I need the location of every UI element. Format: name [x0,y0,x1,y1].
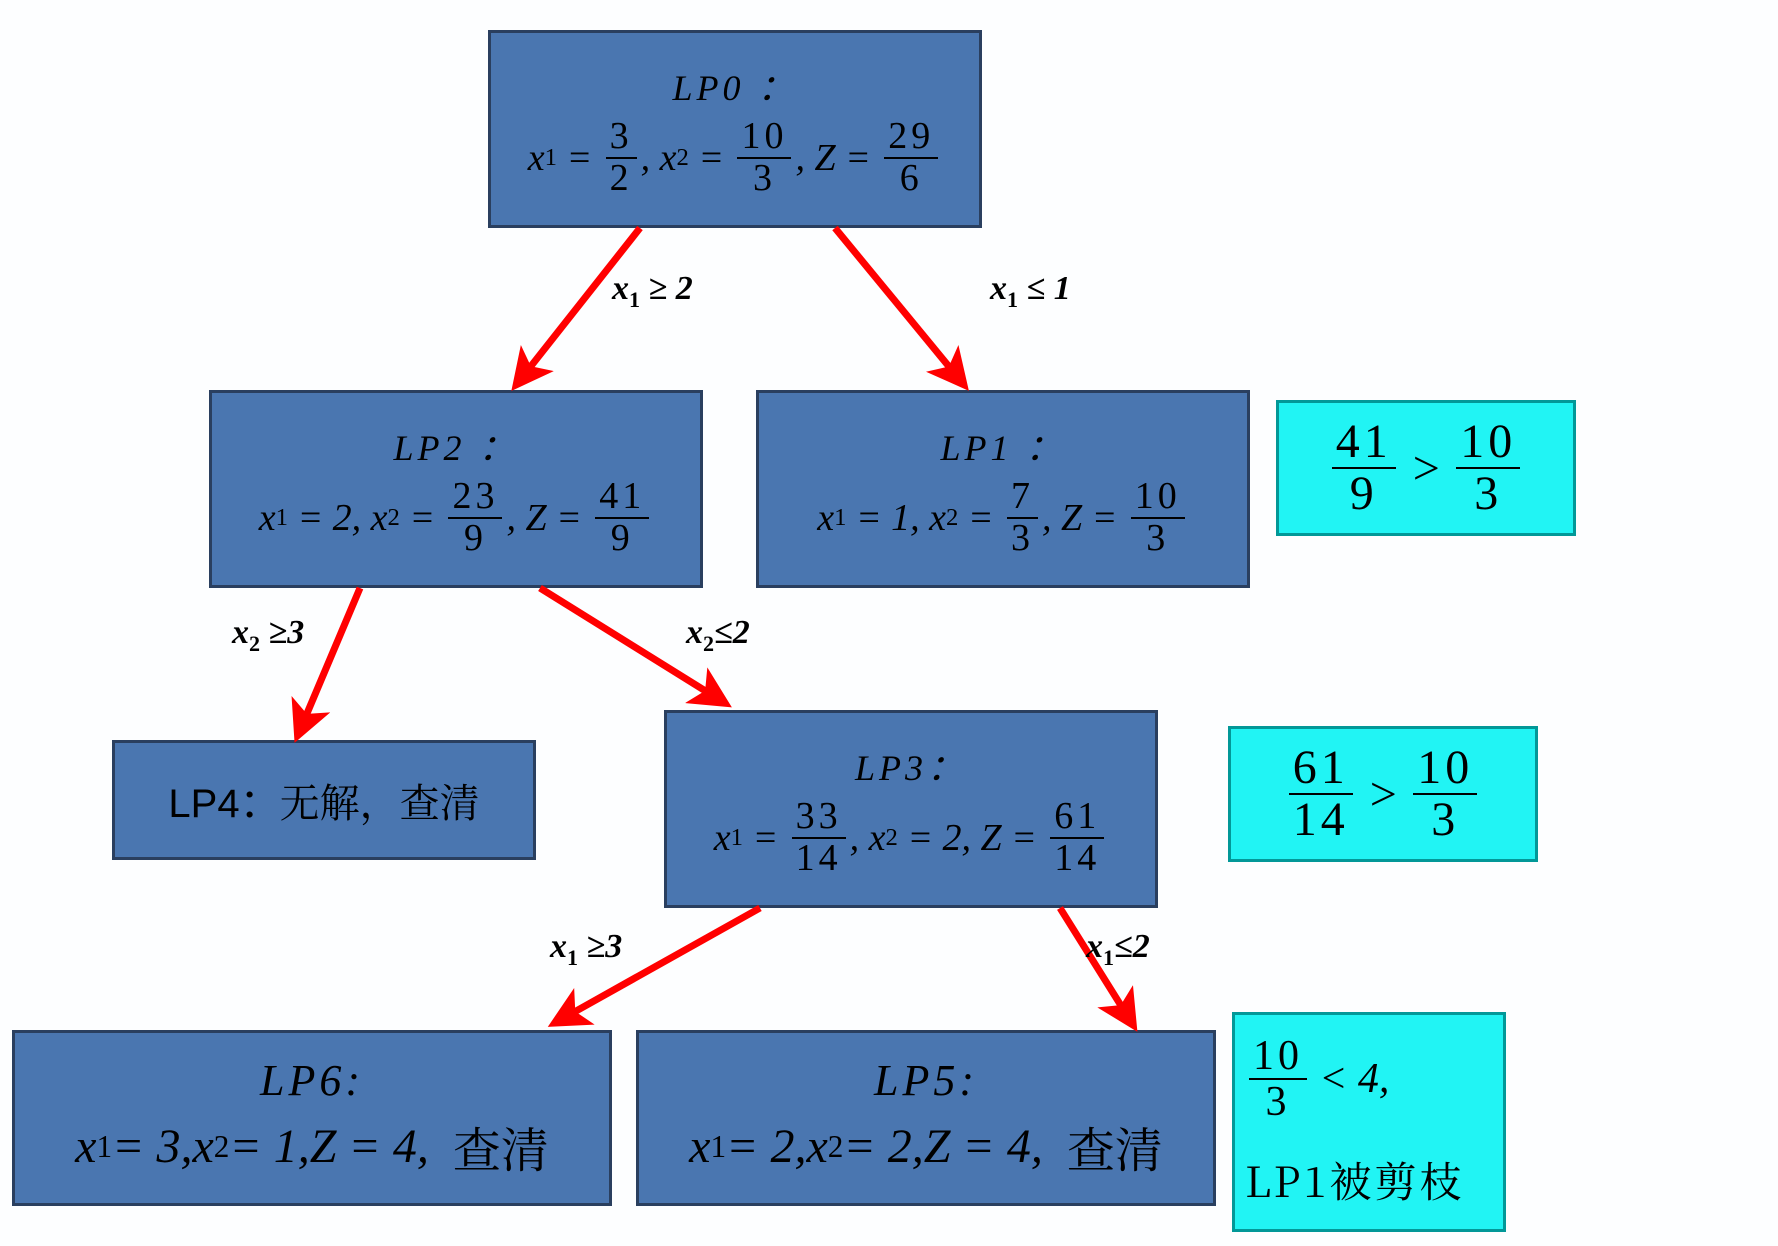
node-lp5-title: LP5: [874,1055,978,1106]
node-lp2: LP2 ： x1 = 2 , x2 = 239 , Z = 419 [209,390,703,588]
annot1-rel: > [1410,441,1442,496]
lp4-label: LP4： [168,771,279,829]
lp2-x2-num: 23 [448,477,502,519]
annot3-line1: 103 < 4, [1245,1034,1389,1124]
node-lp4-body: LP4： 无解，查清 [168,771,479,829]
node-lp1: LP1 ： x1 = 1 , x2 = 73 , Z = 103 [756,390,1250,588]
lp1-z-den: 3 [1142,519,1173,559]
lp0-x2-den: 3 [749,159,780,199]
lp0-z-num: 29 [884,117,938,159]
annot2-rel: > [1367,767,1399,822]
lp4-text: 无解，查清 [280,772,480,829]
edge-label-lp3-lp5: x1≤2 [1086,928,1150,971]
node-lp5: LP5: x1 = 2, x2 = 2, Z = 4, 查清 [636,1030,1216,1206]
lp2-x2-den: 9 [460,519,491,559]
edge-lp0-lp1 [835,228,960,380]
lp0-x2-num: 10 [737,117,791,159]
lp2-x1: 2 [333,496,352,540]
node-lp2-title: LP2 ： [393,419,518,471]
node-lp6-title: LP6: [260,1055,364,1106]
lp2-z-den: 9 [607,519,638,559]
edge-label-lp0-lp1: x1 ≤ 1 [990,270,1071,313]
node-lp3: LP3： x1 = 3314 , x2 = 2 , Z = 6114 [664,710,1158,908]
lp6-tail: 查清 [453,1112,549,1181]
edge-label-lp2-lp3: x2≤2 [686,614,750,657]
node-lp6-body: x1 = 3, x2 = 1, Z = 4, 查清 [75,1112,549,1181]
edge-lp2-lp4 [300,588,360,730]
node-lp3-body: x1 = 3314 , x2 = 2 , Z = 6114 [714,797,1109,879]
lp3-x1-num: 33 [792,797,846,839]
node-lp5-body: x1 = 2, x2 = 2, Z = 4, 查清 [689,1112,1163,1181]
node-lp0: LP0 ： x1 = 32 , x2 = 103 , Z = 296 [488,30,982,228]
node-lp1-body: x1 = 1 , x2 = 73 , Z = 103 [817,477,1189,559]
node-lp6: LP6: x1 = 3, x2 = 1, Z = 4, 查清 [12,1030,612,1206]
node-lp2-body: x1 = 2 , x2 = 239 , Z = 419 [259,477,654,559]
node-lp4: LP4： 无解，查清 [112,740,536,860]
edge-label-lp2-lp4: x2 ≥3 [232,614,304,657]
node-lp1-title: LP1 ： [940,419,1065,471]
node-lp0-title: LP0 ： [672,59,797,111]
lp3-x1-den: 14 [792,839,846,879]
lp0-x1-num: 3 [606,117,637,159]
annotation-3: 103 < 4, LP1被剪枝 [1232,1012,1506,1232]
lp3-z-den: 14 [1050,839,1104,879]
lp1-x2-num: 7 [1007,477,1038,519]
edge-label-lp0-lp2: x1 ≥ 2 [612,270,693,313]
annotation-1: 419 > 103 [1276,400,1576,536]
lp5-tail: 查清 [1067,1112,1163,1181]
annotation-2: 6114 > 103 [1228,726,1538,862]
lp2-z-num: 41 [595,477,649,519]
lp3-z-num: 61 [1050,797,1104,839]
lp0-z-den: 6 [896,159,927,199]
lp3-x2: 2 [942,816,961,860]
edge-label-lp3-lp6: x1 ≥3 [550,928,622,971]
node-lp3-title: LP3： [855,739,967,791]
lp1-x2-den: 3 [1007,519,1038,559]
annot3-line2: LP1被剪枝 [1245,1150,1465,1210]
lp0-x1-den: 2 [606,159,637,199]
lp1-x1: 1 [891,496,910,540]
node-lp0-body: x1 = 32 , x2 = 103 , Z = 296 [528,117,943,199]
lp1-z-num: 10 [1131,477,1185,519]
